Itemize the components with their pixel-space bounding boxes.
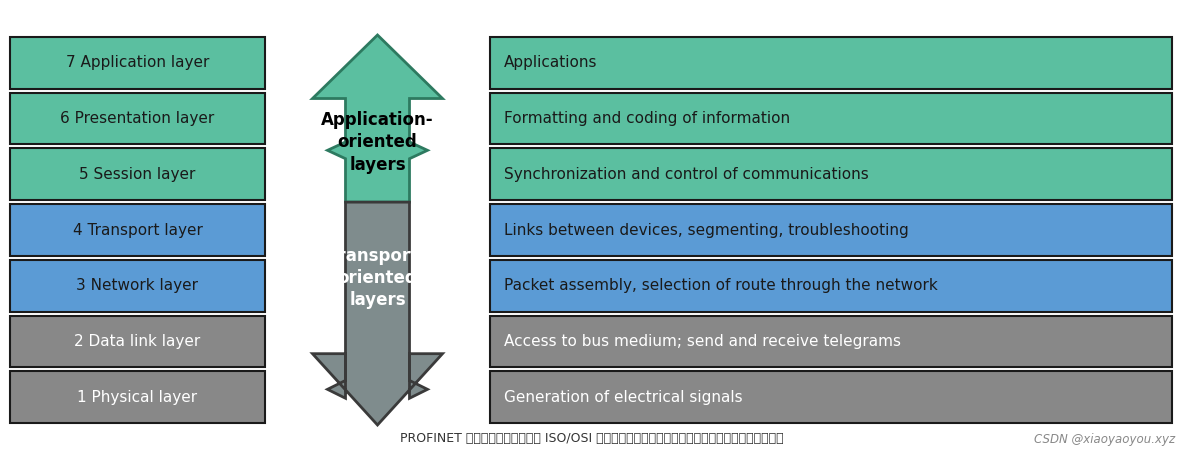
Bar [490,371,1172,423]
Text: 5 Session layer: 5 Session layer [79,167,195,182]
Bar [490,93,1172,145]
Text: 7 Application layer: 7 Application layer [66,55,210,70]
Text: Links between devices, segmenting, troubleshooting: Links between devices, segmenting, troub… [504,222,909,237]
Bar [490,204,1172,256]
Bar [9,371,265,423]
Bar [490,316,1172,367]
Bar [490,149,1172,200]
Text: Packet assembly, selection of route through the network: Packet assembly, selection of route thro… [504,278,938,293]
Bar [9,37,265,89]
Text: 2 Data link layer: 2 Data link layer [75,334,200,349]
Text: PROFINET 是一种通信协议，位于 ISO/OSI 模型的第七层，该七层模型一般描述通信系统的抽象层。: PROFINET 是一种通信协议，位于 ISO/OSI 模型的第七层，该七层模型… [400,433,784,445]
Text: 4 Transport layer: 4 Transport layer [72,222,202,237]
Bar [9,93,265,145]
Bar [9,260,265,312]
Text: Application-
oriented
layers: Application- oriented layers [321,111,433,173]
Text: Applications: Applications [504,55,598,70]
Polygon shape [313,35,443,202]
Text: Generation of electrical signals: Generation of electrical signals [504,390,742,405]
Text: Access to bus medium; send and receive telegrams: Access to bus medium; send and receive t… [504,334,901,349]
Text: Synchronization and control of communications: Synchronization and control of communica… [504,167,869,182]
Bar [490,37,1172,89]
Text: 6 Presentation layer: 6 Presentation layer [60,111,214,126]
Text: CSDN @xiaoyaoyou.xyz: CSDN @xiaoyaoyou.xyz [1034,433,1175,445]
Bar [490,260,1172,312]
Bar [9,316,265,367]
Text: 1 Physical layer: 1 Physical layer [77,390,198,405]
Polygon shape [313,202,443,425]
Bar [9,149,265,200]
Text: Formatting and coding of information: Formatting and coding of information [504,111,790,126]
Text: 3 Network layer: 3 Network layer [77,278,199,293]
Bar [9,204,265,256]
Text: Transport-
oriented
layers: Transport- oriented layers [329,247,426,309]
